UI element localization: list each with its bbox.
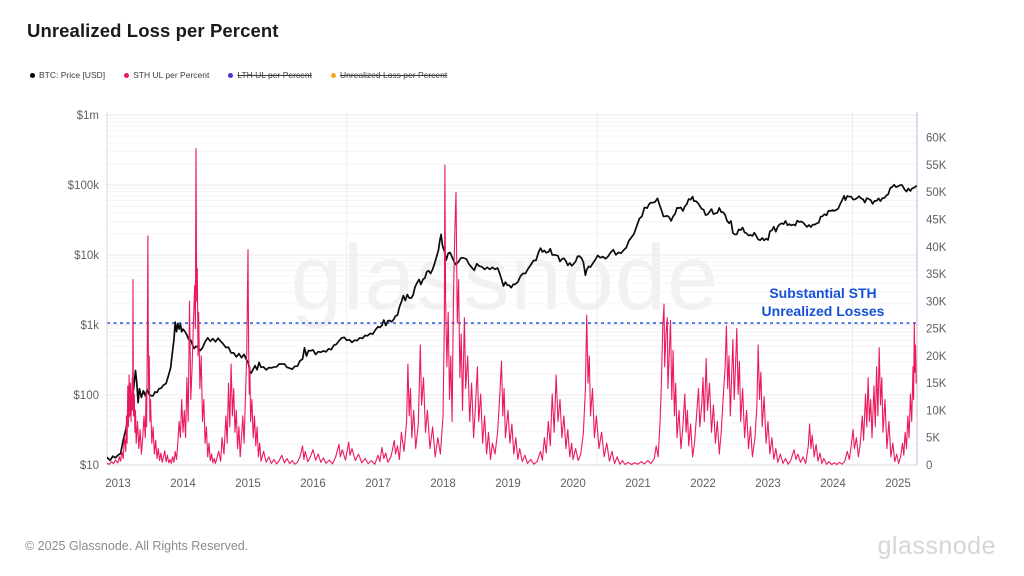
gridlines	[107, 112, 917, 466]
right-axis-tick-label: 10K	[926, 405, 947, 417]
sth-ul-legend-dot-icon	[124, 72, 130, 78]
right-axis-tick-label: 30K	[926, 296, 947, 308]
left-axis-tick-label: $1m	[77, 110, 99, 122]
x-axis-tick-label: 2021	[625, 478, 651, 490]
x-axis-tick-label: 2024	[820, 478, 846, 490]
left-axis-tick-label: $10k	[74, 250, 99, 262]
right-axis-tick-label: 0	[926, 460, 932, 472]
x-axis-tick-label: 2013	[105, 478, 131, 490]
x-axis-tick-label: 2022	[690, 478, 716, 490]
left-axis-tick-labels: $10 $100 $1k $10k $100k $1m	[68, 110, 100, 472]
right-axis-tick-label: 20K	[926, 351, 947, 363]
page-title: Unrealized Loss per Percent	[27, 20, 279, 41]
x-axis-tick-label: 2014	[170, 478, 196, 490]
right-axis-tick-label: 50K	[926, 187, 947, 199]
legend-label-lth-ul: LTH UL per Percent	[237, 70, 312, 80]
x-axis-tick-label: 2023	[755, 478, 781, 490]
annotation-line-1: Substantial STH	[769, 285, 877, 301]
legend-item-sth-ul[interactable]: STH UL per Percent	[124, 70, 209, 80]
right-axis-tick-label: 25K	[926, 324, 947, 336]
btc-price-line[interactable]	[107, 183, 917, 462]
right-axis-tick-label: 5K	[926, 433, 940, 445]
left-axis-tick-label: $100k	[68, 180, 100, 192]
x-axis-tick-label: 2017	[365, 478, 391, 490]
left-axis-tick-label: $10	[80, 460, 99, 472]
legend-label-unrealized-loss: Unrealized Loss per Percent	[339, 70, 448, 80]
x-axis-tick-label: 2020	[560, 478, 586, 490]
btc-price-legend-dot-icon	[30, 72, 35, 78]
x-axis-tick-label: 2018	[430, 478, 456, 490]
right-axis-tick-label: 35K	[926, 269, 947, 281]
x-axis-tick-label: 2019	[495, 478, 521, 490]
series-group	[107, 148, 917, 465]
right-axis-tick-label: 45K	[926, 215, 947, 227]
legend-item-lth-ul[interactable]: LTH UL per Percent	[228, 70, 312, 80]
glassnode-logo: glassnode	[877, 532, 996, 560]
chart-legend: BTC: Price [USD] STH UL per Percent LTH …	[30, 70, 447, 80]
annotation-line-2: Unrealized Losses	[761, 303, 885, 319]
right-axis-tick-labels: 0 5K 10K 15K 20K 25K 30K 35K 40K 45K 50K 55K 60K	[926, 133, 947, 472]
legend-item-btc-price[interactable]: BTC: Price [USD]	[30, 70, 105, 80]
legend-label-btc-price: BTC: Price [USD]	[39, 70, 106, 80]
x-axis-tick-label: 2025	[885, 478, 911, 490]
footer-copyright: © 2025 Glassnode. All Rights Reserved.	[25, 539, 249, 553]
substantial-sth-annotation: Substantial STH Unrealized Losses	[752, 284, 894, 320]
x-axis-tick-label: 2016	[300, 478, 326, 490]
right-axis-tick-label: 55K	[926, 160, 947, 172]
lth-ul-legend-dot-icon	[228, 72, 234, 78]
legend-item-unrealized-loss[interactable]: Unrealized Loss per Percent	[330, 70, 448, 80]
right-axis-tick-label: 60K	[926, 133, 947, 145]
x-axis-tick-label: 2015	[235, 478, 261, 490]
left-axis-tick-label: $100	[73, 390, 99, 402]
right-axis-tick-label: 15K	[926, 378, 947, 390]
x-axis-tick-labels: 2013 2014 2015 2016 2017 2018 2019 2020 2021 2022…	[105, 478, 911, 490]
legend-label-sth-ul: STH UL per Percent	[133, 70, 210, 80]
right-axis-tick-label: 40K	[926, 242, 947, 254]
left-axis-tick-label: $1k	[80, 320, 99, 332]
sth-ul-line[interactable]	[107, 148, 917, 465]
unrealized-loss-legend-dot-icon	[330, 72, 336, 78]
